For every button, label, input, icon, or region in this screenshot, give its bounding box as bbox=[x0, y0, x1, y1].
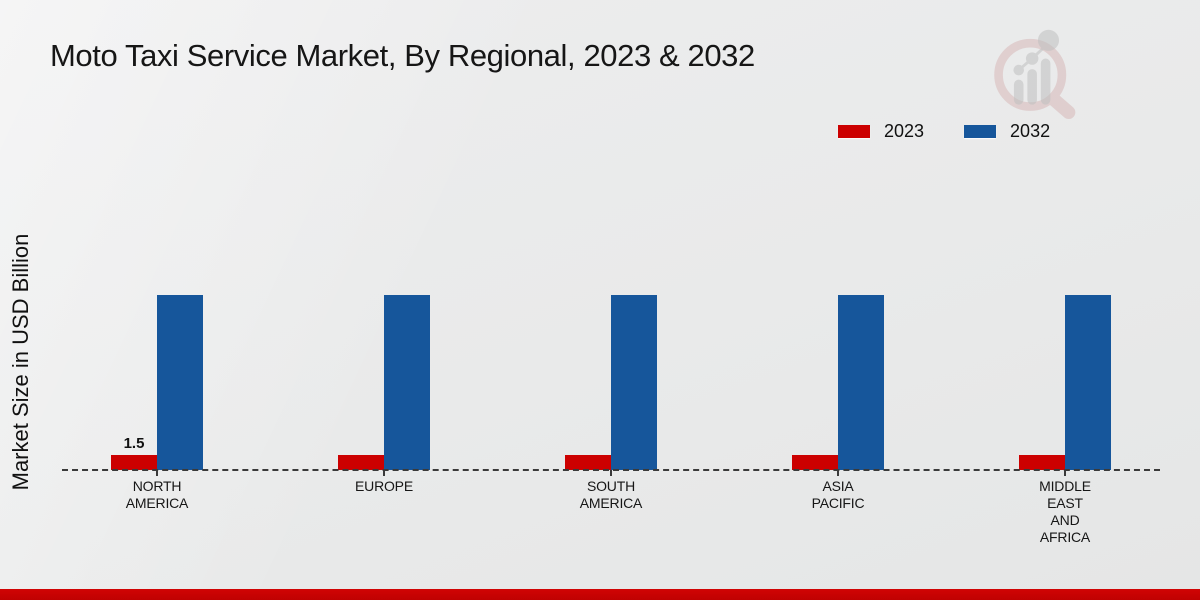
legend-swatch-2023 bbox=[838, 125, 870, 138]
category-label-middle-east-and-africa: MIDDLE EAST AND AFRICA bbox=[1039, 478, 1091, 545]
category-label-asia-pacific: ASIA PACIFIC bbox=[811, 478, 865, 511]
magnifier-handle-icon bbox=[1047, 93, 1076, 120]
legend-item-2023: 2023 bbox=[838, 121, 924, 142]
watermark-bar-chart-icon bbox=[1013, 29, 1060, 105]
bar-2023-europe bbox=[338, 455, 384, 470]
bar-2032-south-america bbox=[611, 295, 657, 470]
bar-2023-south-america bbox=[565, 455, 611, 470]
axis-tick-middle-east-and-africa bbox=[1064, 470, 1066, 476]
magnifier-ring-icon bbox=[994, 38, 1067, 111]
category-label-south-america: SOUTH AMERICA bbox=[579, 478, 643, 511]
bar-2032-asia-pacific bbox=[838, 295, 884, 470]
bar-2023-north-america bbox=[111, 455, 157, 470]
legend-swatch-2032 bbox=[964, 125, 997, 138]
bar-2032-north-america bbox=[157, 295, 203, 470]
axis-tick-south-america bbox=[610, 470, 612, 476]
legend-item-2032: 2032 bbox=[964, 121, 1050, 142]
market-research-future-logo-watermark bbox=[994, 29, 1076, 120]
axis-tick-europe bbox=[383, 470, 385, 476]
bar-2032-europe bbox=[384, 295, 430, 470]
axis-tick-asia-pacific bbox=[837, 470, 839, 476]
legend: 2023 2032 bbox=[838, 121, 1050, 142]
bar-2032-middle-east-and-africa bbox=[1065, 295, 1111, 470]
legend-label-2023: 2023 bbox=[884, 121, 925, 141]
footer-accent-band bbox=[0, 589, 1200, 600]
category-label-north-america: NORTH AMERICA bbox=[125, 478, 189, 511]
chart-title: Moto Taxi Service Market, By Regional, 2… bbox=[50, 38, 755, 73]
category-label-europe: EUROPE bbox=[355, 478, 413, 494]
legend-label-2032: 2032 bbox=[1010, 121, 1051, 141]
bar-2023-middle-east-and-africa bbox=[1019, 455, 1065, 470]
bar-2023-asia-pacific bbox=[792, 455, 838, 470]
axis-tick-north-america bbox=[156, 470, 158, 476]
bar-value-label-2023-north-america: 1.5 bbox=[123, 435, 145, 452]
